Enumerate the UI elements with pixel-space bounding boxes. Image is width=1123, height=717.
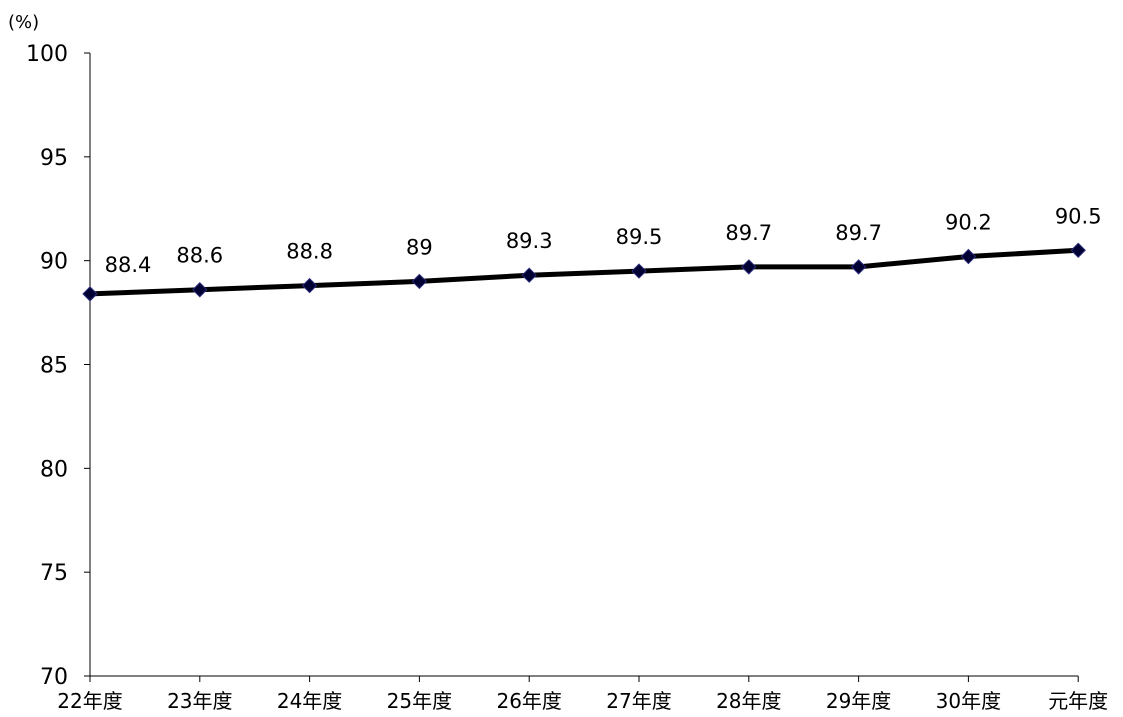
- x-tick-label: 29年度: [826, 689, 891, 713]
- data-point-marker: [960, 248, 977, 265]
- series-line: [87, 247, 1081, 297]
- data-labels: 88.4 88.6 88.8 89 89.3 89.5 89.7 89.7 90.2 90.5: [105, 204, 1102, 277]
- y-tick-label: 100: [26, 42, 68, 67]
- x-tick-label: 30年度: [936, 689, 1001, 713]
- series-group: [82, 242, 1086, 302]
- x-tick-label: 元年度: [1048, 689, 1108, 713]
- data-point-marker: [192, 282, 208, 298]
- data-point-marker: [301, 277, 318, 294]
- data-label: 89.7: [725, 221, 772, 245]
- data-point-marker: [82, 286, 98, 302]
- x-tick-label: 26年度: [496, 689, 561, 713]
- data-label: 90.2: [945, 211, 992, 235]
- data-label: 88.8: [286, 240, 333, 264]
- x-axis-ticks: 22年度 23年度 24年度 25年度 26年度 27年度 28年度 29年度 30年度 元年度: [57, 676, 1108, 713]
- y-tick-label: 95: [40, 146, 68, 171]
- y-tick-label: 75: [40, 561, 68, 586]
- data-point-marker: [850, 259, 867, 275]
- data-point-marker: [1070, 242, 1086, 258]
- data-label: 88.4: [105, 253, 152, 277]
- data-label: 89: [406, 235, 433, 259]
- data-label: 89.3: [506, 229, 553, 253]
- data-label: 88.6: [176, 244, 223, 268]
- x-tick-label: 22年度: [57, 689, 122, 713]
- y-tick-label: 70: [40, 665, 68, 690]
- y-tick-label: 90: [40, 250, 68, 275]
- x-tick-label: 24年度: [277, 689, 342, 713]
- data-point-marker: [741, 259, 757, 275]
- data-point-marker: [521, 267, 537, 283]
- data-label: 89.7: [835, 221, 882, 245]
- y-tick-label: 80: [40, 457, 68, 482]
- x-tick-label: 23年度: [167, 689, 232, 713]
- x-tick-label: 25年度: [387, 689, 452, 713]
- data-label: 89.5: [616, 225, 663, 249]
- y-axis-ticks: 70 75 80 85 90 95 100: [26, 42, 90, 690]
- x-tick-label: 27年度: [606, 689, 671, 713]
- y-axis-unit-label: (%): [8, 12, 39, 33]
- data-point-marker: [631, 263, 647, 279]
- data-label: 90.5: [1055, 204, 1102, 228]
- data-point-marker: [411, 273, 428, 290]
- axes: [89, 53, 1079, 677]
- y-tick-label: 85: [40, 354, 68, 379]
- x-tick-label: 28年度: [716, 689, 781, 713]
